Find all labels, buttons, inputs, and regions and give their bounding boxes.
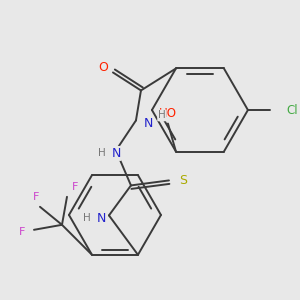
- Text: N: N: [143, 117, 153, 130]
- Text: H: H: [98, 148, 106, 158]
- Text: HO: HO: [159, 107, 177, 120]
- Text: F: F: [19, 227, 25, 237]
- Text: H: H: [83, 213, 91, 224]
- Text: S: S: [179, 174, 187, 187]
- Text: F: F: [33, 192, 39, 202]
- Text: Cl: Cl: [286, 103, 298, 116]
- Text: H: H: [158, 110, 166, 120]
- Text: N: N: [111, 147, 121, 160]
- Text: O: O: [98, 61, 108, 74]
- Text: F: F: [72, 182, 78, 192]
- Text: N: N: [96, 212, 106, 225]
